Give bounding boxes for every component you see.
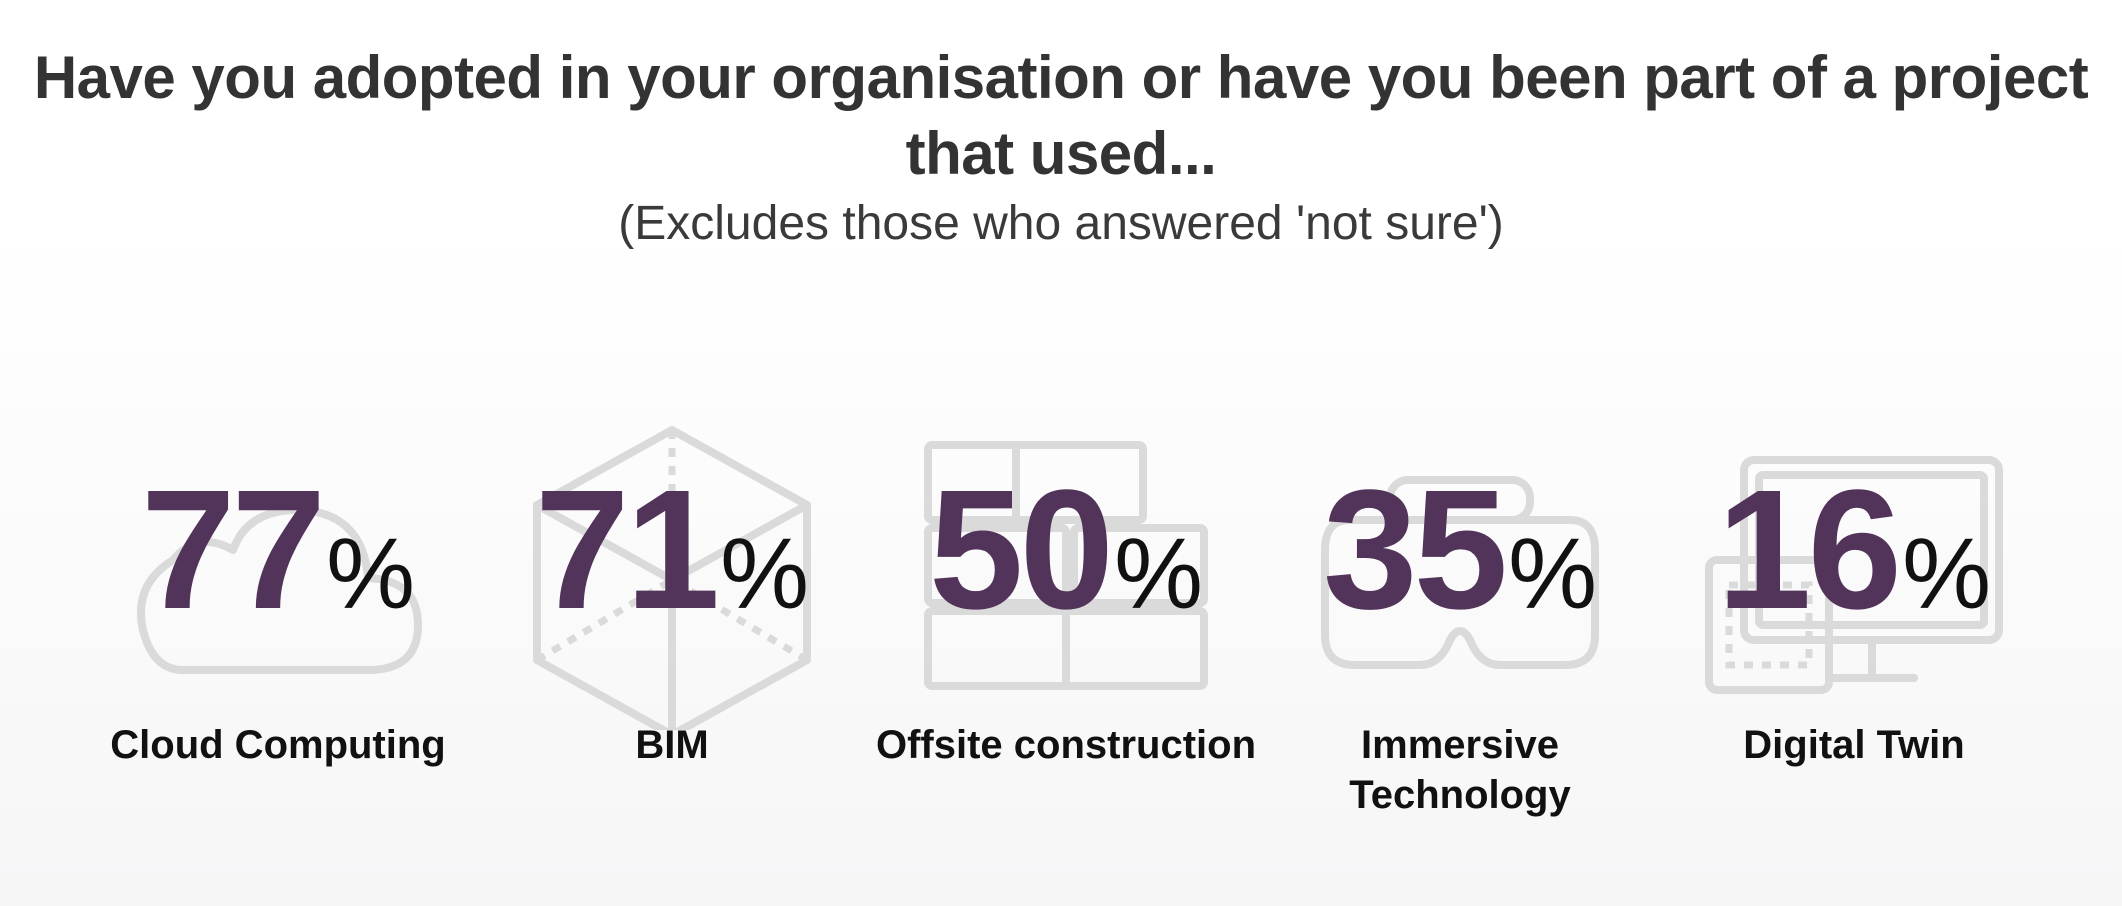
stat-number: 35: [1322, 455, 1508, 645]
stat-label: Immersive Technology: [1349, 723, 1571, 817]
stat-unit: %: [326, 518, 415, 630]
stat-value: 71%: [472, 465, 872, 635]
stat-immersive-technology: 35% Immersive Technology: [1260, 390, 1660, 850]
stat-digital-twin: 16% Digital Twin: [1654, 390, 2054, 850]
monitor-blueprint-icon: [1704, 410, 2004, 730]
stat-value: 77%: [78, 465, 478, 635]
chart-title: Have you adopted in your organisation or…: [33, 44, 2089, 187]
stat-value: 50%: [866, 465, 1266, 635]
chart-header: Have you adopted in your organisation or…: [0, 0, 2122, 254]
stat-number: 71: [534, 455, 720, 645]
stat-number: 77: [140, 455, 326, 645]
stat-cloud-computing: 77% Cloud Computing: [78, 390, 478, 850]
stat-label: BIM: [635, 723, 709, 767]
bricks-icon: [916, 410, 1216, 730]
stat-number: 16: [1716, 455, 1902, 645]
stat-offsite-construction: 50% Offsite construction: [866, 390, 1266, 850]
vr-headset-icon: [1310, 410, 1610, 730]
stat-label: Offsite construction: [875, 723, 1257, 767]
stat-label: Digital Twin: [1743, 723, 1965, 767]
stat-unit: %: [1508, 518, 1597, 630]
cloud-icon: [128, 410, 428, 730]
stat-value: 16%: [1654, 465, 2054, 635]
stat-label: Cloud Computing: [110, 723, 446, 767]
stat-unit: %: [1902, 518, 1991, 630]
stat-bim: 71% BIM: [472, 390, 872, 850]
stat-unit: %: [720, 518, 809, 630]
cube-icon: [522, 410, 822, 730]
stat-number: 50: [928, 455, 1114, 645]
stat-unit: %: [1114, 518, 1203, 630]
stat-value: 35%: [1260, 465, 1660, 635]
chart-subtitle: (Excludes those who answered 'not sure'): [618, 197, 1504, 250]
